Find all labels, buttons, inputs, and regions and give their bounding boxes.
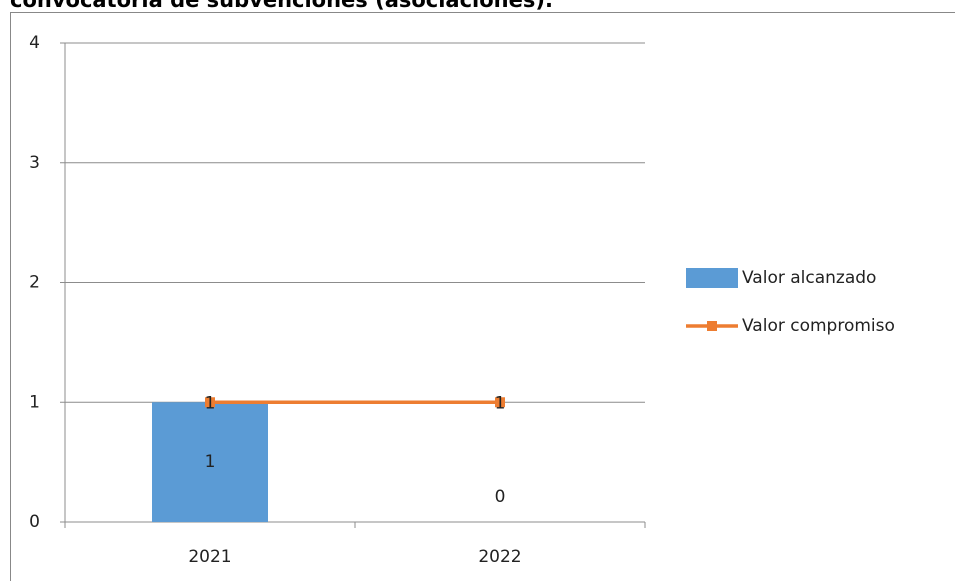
data-label: 1 (205, 452, 216, 472)
x-tick-label: 2022 (478, 547, 521, 567)
y-tick-label: 0 (29, 512, 40, 532)
y-tick-label: 1 (29, 392, 40, 412)
legend-label: Valor compromiso (742, 316, 895, 336)
legend-swatch (686, 268, 738, 288)
x-tick-label: 2021 (188, 547, 231, 567)
data-label: 0 (495, 487, 506, 507)
legend-marker (707, 321, 717, 331)
legend-label: Valor alcanzado (742, 268, 876, 288)
y-tick-label: 4 (29, 33, 40, 53)
marker (495, 397, 505, 408)
chart-title: convocatoria de subvenciones (asociacion… (10, 0, 553, 12)
y-tick-label: 3 (29, 153, 40, 173)
y-tick-label: 2 (29, 273, 40, 293)
marker (205, 397, 215, 408)
bar (152, 402, 268, 522)
title-background (0, 0, 700, 12)
data-label: 1 (205, 393, 216, 413)
data-label: 1 (495, 393, 506, 413)
